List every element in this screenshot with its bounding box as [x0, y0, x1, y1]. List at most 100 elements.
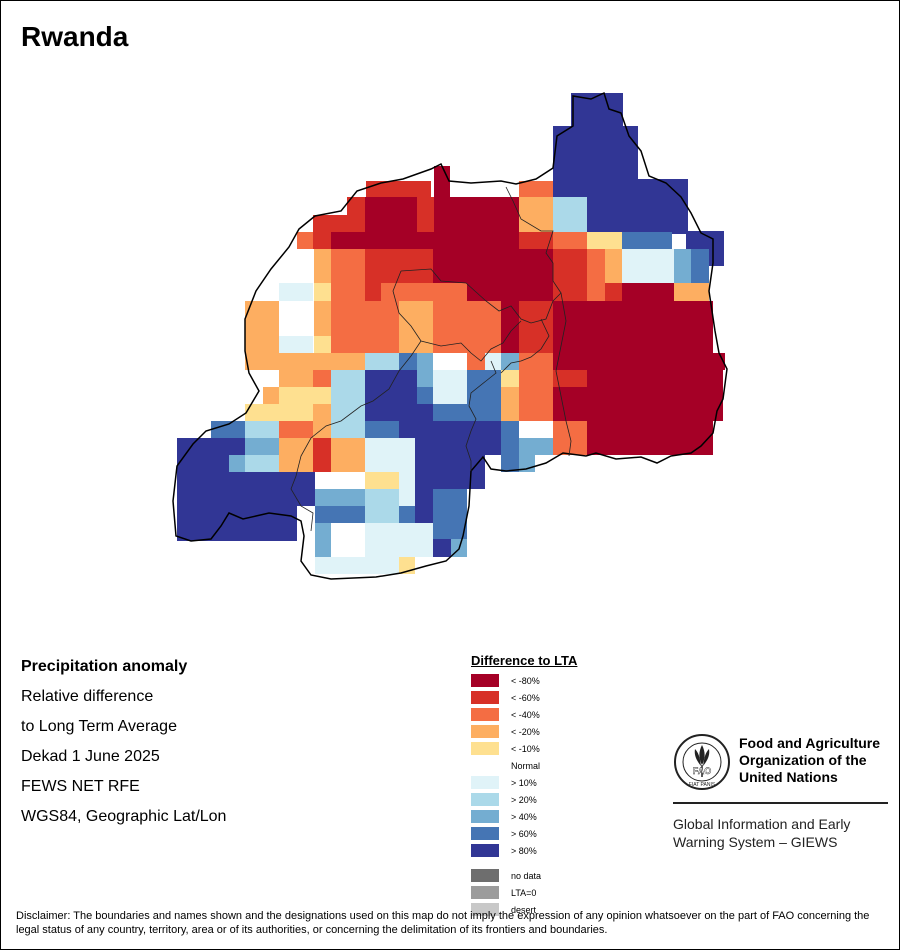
country-outline: [172, 91, 728, 580]
fao-name-line: Food and Agriculture: [739, 735, 881, 751]
cell-anomaly-gt20: [331, 421, 365, 438]
fao-name-line: United Nations: [739, 769, 838, 785]
cell-anomaly-gt60: [501, 421, 519, 472]
cell-anomaly-gt20: [331, 370, 365, 404]
legend-swatch: [471, 869, 499, 882]
cell-anomaly-lt80: [433, 249, 553, 283]
legend-label: < -60%: [511, 692, 540, 703]
cell-anomaly-lt10: [314, 283, 331, 301]
cell-anomaly-lt60: [553, 249, 587, 301]
cell-anomaly-gt80: [177, 472, 315, 489]
legend-item: < -60%: [471, 689, 577, 706]
cell-anomaly-gt20: [365, 353, 399, 370]
cell-anomaly-gt80: [399, 421, 501, 438]
cell-anomaly-gt80: [415, 489, 433, 523]
cell-anomaly-gt10: [365, 523, 433, 557]
legend-item: > 40%: [471, 808, 577, 825]
cell-anomaly-lt80: [553, 301, 713, 353]
map-info-source: FEWS NET RFE: [21, 778, 140, 795]
cell-anomaly-lt20: [279, 438, 313, 472]
cell-anomaly-gt40: [417, 353, 433, 370]
cell-anomaly-gt80: [433, 539, 451, 557]
cell-anomaly-lt40: [587, 249, 605, 301]
cell-anomaly-gt10: [622, 249, 674, 283]
cell-anomaly-lt20: [313, 404, 331, 421]
cell-anomaly-lt80: [622, 283, 674, 301]
province-boundaries: [290, 186, 572, 532]
cell-anomaly-gt80: [415, 472, 467, 489]
cell-anomaly-lt40: [297, 232, 313, 249]
cell-anomaly-gt60: [315, 506, 365, 523]
cell-anomaly-lt60: [519, 232, 553, 249]
cell-anomaly-gt40: [519, 438, 553, 455]
legend-item: LTA=0: [471, 884, 577, 901]
cell-anomaly-gt10: [433, 370, 467, 404]
cell-anomaly-gt20: [553, 197, 587, 232]
map-info-line: Relative difference: [21, 688, 154, 705]
cell-anomaly-lt60: [313, 215, 347, 232]
cell-anomaly-gt80: [467, 438, 485, 489]
cell-anomaly-lt80: [587, 370, 723, 421]
map-info-title: Precipitation anomaly: [21, 658, 188, 675]
cell-anomaly-lt80: [553, 353, 725, 370]
legend-item: > 20%: [471, 791, 577, 808]
map-title: Rwanda: [21, 21, 129, 52]
cell-anomaly-lt20: [279, 370, 313, 387]
cell-anomaly-lt10: [501, 370, 519, 387]
fao-logo-motto: FIAT PANIS: [689, 782, 716, 788]
cell-anomaly-gt80: [177, 489, 297, 541]
cell-anomaly-gt60: [691, 249, 709, 283]
cell-anomaly-gt40: [417, 370, 433, 387]
legend-label: > 40%: [511, 811, 537, 822]
legend-label: > 80%: [511, 845, 537, 856]
cell-anomaly-lt60: [553, 370, 587, 387]
fao-organization-name: Food and Agriculture Organization of the…: [739, 735, 899, 786]
legend-swatch: [471, 691, 499, 704]
legend-label: < -40%: [511, 709, 540, 720]
giews-line: Warning System – GIEWS: [673, 834, 838, 850]
cell-anomaly-lt20: [399, 301, 433, 353]
cell-anomaly-gt40: [315, 523, 331, 557]
cell-anomaly-lt10: [279, 387, 331, 404]
cell-anomaly-lt80: [365, 197, 417, 232]
cell-anomaly-gt80: [415, 438, 467, 472]
legend-label: no data: [511, 870, 542, 881]
cell-anomaly-gt20: [365, 489, 399, 523]
legend-item: < -20%: [471, 723, 577, 740]
cell-anomaly-lt40: [381, 283, 433, 301]
legend-swatch: [471, 742, 499, 755]
legend-spacer: [471, 859, 577, 867]
legend-label: < -80%: [511, 675, 540, 686]
cell-anomaly-lt80: [587, 421, 713, 455]
cell-anomaly-gt80: [485, 421, 501, 455]
disclaimer-text: Disclaimer: The boundaries and names sho…: [16, 910, 870, 936]
cell-anomaly-lt40: [313, 370, 331, 387]
cell-anomaly-lt20: [501, 387, 519, 421]
anomaly-grid: [177, 93, 725, 574]
cell-anomaly-lt40: [279, 421, 313, 438]
cell-anomaly-lt60: [519, 301, 553, 353]
legend-label: Normal: [511, 760, 541, 771]
cell-anomaly-lt80: [434, 166, 450, 201]
cell-anomaly-lt40: [331, 301, 399, 353]
giews-name: Global Information and Early Warning Sys…: [673, 815, 888, 851]
legend-item: < -80%: [471, 672, 577, 689]
cell-anomaly-gt40: [674, 249, 691, 283]
cell-anomaly-gt60: [417, 387, 433, 404]
cell-anomaly-lt80: [331, 232, 519, 249]
legend-title: Difference to LTA: [471, 653, 578, 668]
map-info-date: Dekad 1 June 2025: [21, 748, 160, 765]
cell-anomaly-lt60: [417, 197, 434, 232]
cell-anomaly-lt40: [433, 283, 467, 301]
legend-label: < -20%: [511, 726, 540, 737]
cell-anomaly-gt60: [467, 370, 501, 404]
map-info-line: to Long Term Average: [21, 718, 177, 735]
cell-anomaly-lt20: [331, 438, 365, 472]
cell-anomaly-gt10: [399, 472, 415, 506]
map-info-block: Precipitation anomaly Relative differenc…: [21, 657, 226, 837]
legend-swatch: [471, 708, 499, 721]
cell-anomaly-lt20: [674, 283, 709, 301]
legend-swatch: [471, 810, 499, 823]
giews-line: Global Information and Early: [673, 816, 851, 832]
cell-anomaly-lt60: [381, 249, 433, 283]
